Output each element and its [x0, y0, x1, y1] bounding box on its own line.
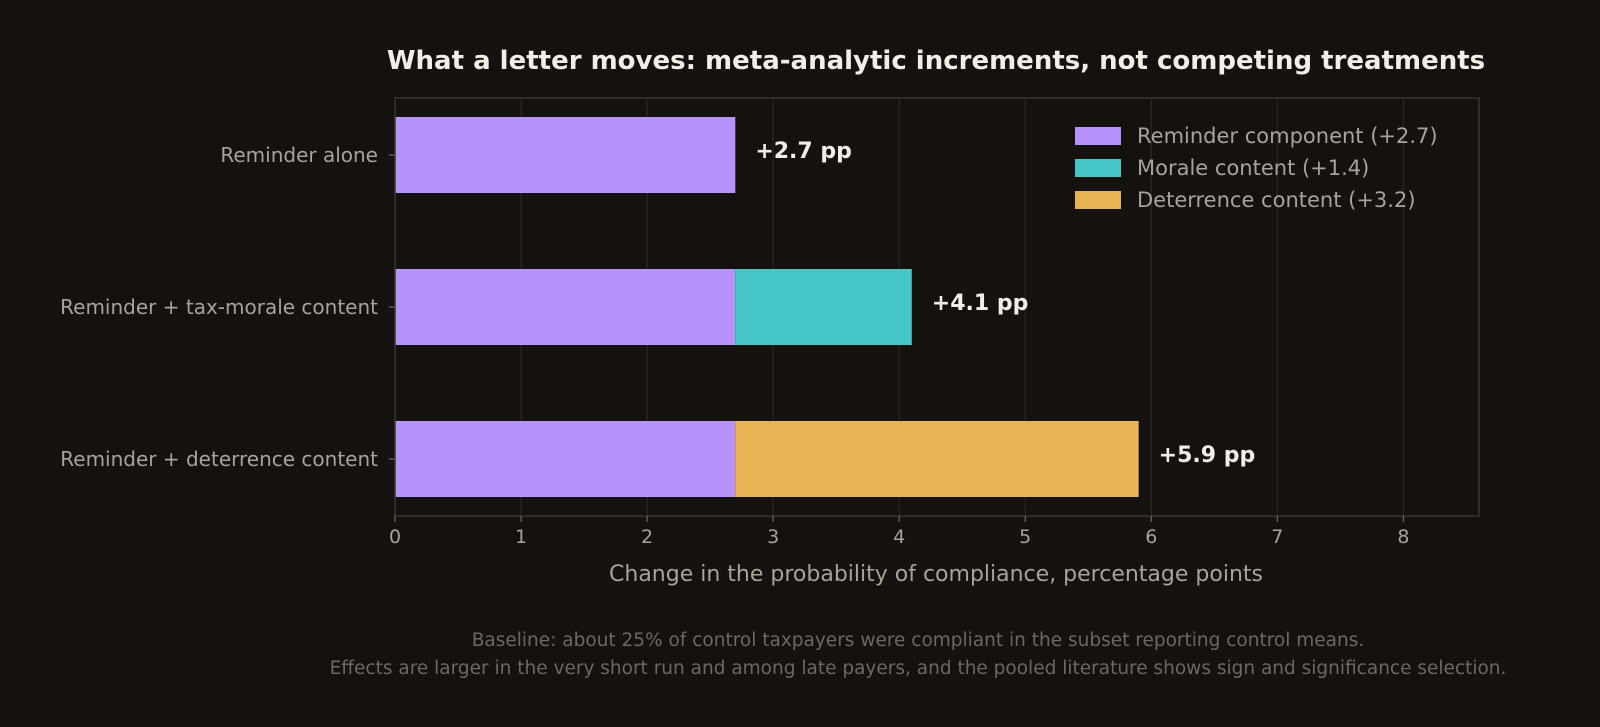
legend-swatch [1075, 191, 1121, 209]
x-axis-label: Change in the probability of compliance,… [609, 562, 1263, 587]
legend-swatch [1075, 127, 1121, 145]
legend-label: Morale content (+1.4) [1137, 156, 1369, 180]
x-tick-label: 3 [767, 526, 779, 548]
legend-label: Deterrence content (+3.2) [1137, 188, 1416, 212]
x-tick-label: 7 [1271, 526, 1283, 548]
data-labels: +2.7 pp +4.1 pp +5.9 pp [755, 139, 1255, 468]
bar-segment [395, 117, 736, 193]
x-tick-label: 4 [893, 526, 905, 548]
chart-title: What a letter moves: meta-analytic incre… [387, 46, 1485, 76]
x-tick-label: 8 [1397, 526, 1409, 548]
data-label: +2.7 pp [755, 139, 852, 164]
legend-label: Reminder component (+2.7) [1137, 124, 1438, 148]
x-tick-label: 1 [515, 526, 527, 548]
category-label: Reminder alone [220, 143, 378, 167]
x-tick-label: 0 [389, 526, 401, 548]
category-label: Reminder + tax-morale content [60, 295, 378, 319]
bar-segment [735, 421, 1139, 497]
x-axis: 0 1 2 3 4 5 6 7 8 [389, 516, 1409, 548]
bar-segment [395, 421, 736, 497]
y-axis: Reminder alone Reminder + tax-morale cont… [60, 143, 395, 471]
footnote-caveat: Effects are larger in the very short run… [330, 658, 1507, 679]
bars [395, 117, 1139, 497]
x-tick-label: 6 [1145, 526, 1157, 548]
data-label: +4.1 pp [932, 291, 1029, 316]
bar-segment [735, 269, 912, 345]
x-tick-label: 2 [641, 526, 653, 548]
legend-swatch [1075, 159, 1121, 177]
category-label: Reminder + deterrence content [60, 447, 378, 471]
legend: Reminder component (+2.7) Morale content … [1075, 124, 1438, 212]
x-tick-label: 5 [1019, 526, 1031, 548]
data-label: +5.9 pp [1159, 443, 1256, 468]
footnote-baseline: Baseline: about 25% of control taxpayers… [472, 630, 1365, 651]
bar-segment [395, 269, 736, 345]
